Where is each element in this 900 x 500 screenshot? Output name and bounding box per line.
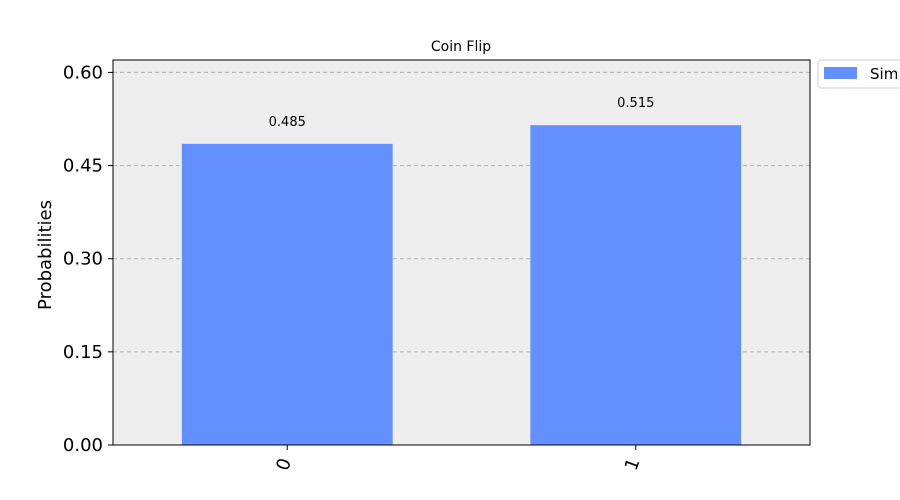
legend-label-sim: Sim bbox=[870, 65, 898, 83]
bar-1 bbox=[530, 125, 742, 446]
chart-title: Coin Flip bbox=[431, 39, 491, 55]
plot-frame bbox=[112, 59, 811, 446]
y-tick-label: 0.00 bbox=[63, 435, 103, 456]
y-tick-label: 0.30 bbox=[63, 249, 103, 270]
data-labels: 0.485 0.515 bbox=[269, 96, 655, 130]
x-tick-label-1: 1 bbox=[621, 456, 645, 474]
y-tick-label: 0.15 bbox=[63, 342, 103, 363]
y-tick-label: 0.60 bbox=[63, 62, 103, 83]
bars bbox=[181, 125, 742, 446]
y-axis-ticks: 0.00 0.15 0.30 0.45 0.60 bbox=[63, 62, 113, 456]
bar-0 bbox=[181, 143, 393, 446]
y-tick-label: 0.45 bbox=[63, 156, 103, 177]
data-label-1: 0.515 bbox=[617, 96, 654, 111]
legend-swatch-sim bbox=[824, 67, 857, 79]
legend: Sim bbox=[817, 59, 900, 89]
data-label-0: 0.485 bbox=[269, 115, 306, 130]
y-axis-title: Probabilities bbox=[35, 200, 56, 310]
x-tick-label-0: 0 bbox=[272, 456, 296, 474]
